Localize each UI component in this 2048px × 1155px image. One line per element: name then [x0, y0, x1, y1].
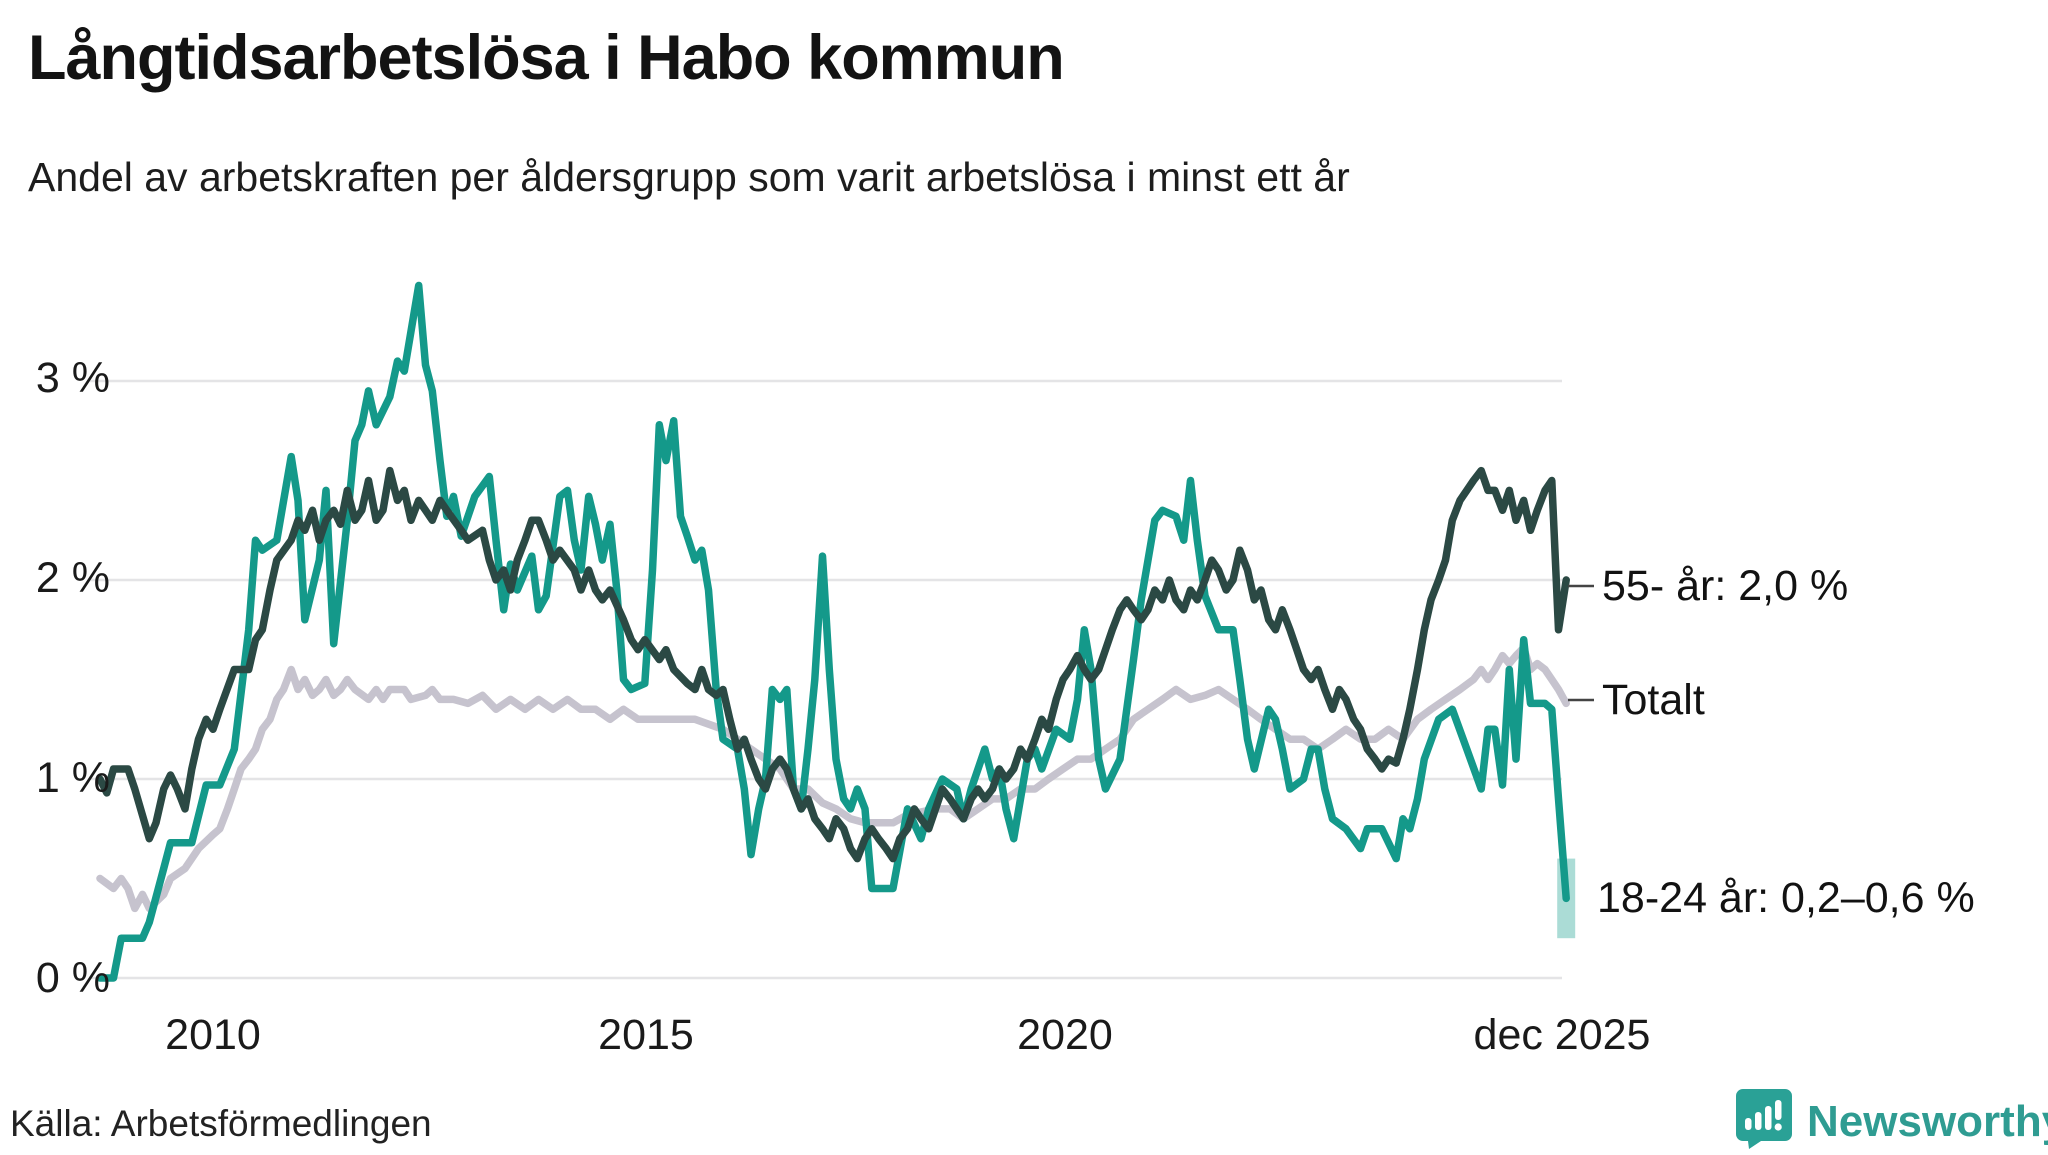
bar-chart-speech-bubble-icon — [1735, 1088, 1793, 1155]
y-tick-1pct: 1 % — [35, 754, 110, 802]
series-line-totalt — [96, 643, 1570, 913]
series-line-55-r — [96, 466, 1570, 863]
x-tick-2015: 2015 — [598, 1011, 694, 1059]
newsworthy-logo: Newsworthy — [1735, 1088, 2048, 1155]
x-tick-2020: 2020 — [1017, 1011, 1113, 1059]
y-tick-2pct: 2 % — [35, 554, 110, 602]
series-line-18-24-r — [96, 281, 1570, 982]
x-tick-2010: 2010 — [165, 1011, 261, 1059]
y-tick-0pct: 0 % — [35, 954, 110, 1002]
series-label-18-24-ar: 18-24 år: 0,2–0,6 % — [1597, 874, 1975, 922]
uncertainty-band — [1557, 858, 1576, 939]
chart-subtitle: Andel av arbetskraften per åldersgrupp s… — [28, 154, 1350, 200]
y-tick-3pct: 3 % — [35, 354, 110, 402]
series-label-totalt: Totalt — [1602, 676, 1705, 724]
x-tick-dec-2025: dec 2025 — [1473, 1011, 1651, 1059]
series-label-55-ar: 55- år: 2,0 % — [1602, 562, 1849, 610]
source-note: Källa: Arbetsförmedlingen — [10, 1103, 432, 1144]
page-title: Långtidsarbetslösa i Habo kommun — [28, 23, 1065, 93]
newsworthy-wordmark: Newsworthy — [1807, 1096, 2048, 1146]
